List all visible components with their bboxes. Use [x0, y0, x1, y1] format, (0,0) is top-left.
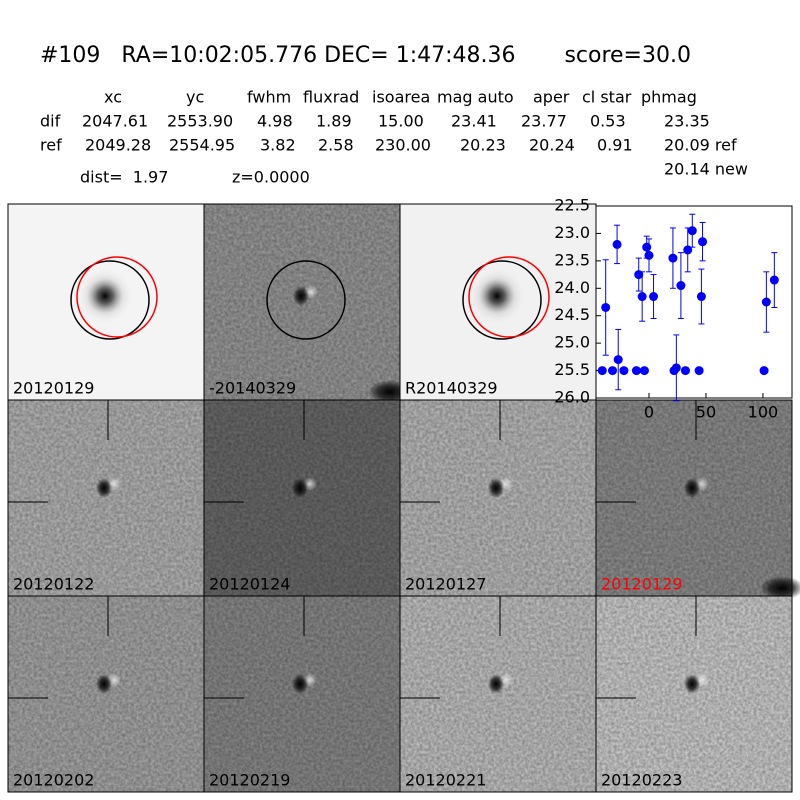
table-cell: 23.35 — [664, 112, 710, 131]
data-point — [698, 237, 708, 247]
panel-label: 20120124 — [209, 575, 290, 594]
table-cell: 2.58 — [318, 136, 354, 155]
data-point — [639, 366, 649, 376]
column-header: yc — [186, 88, 204, 107]
image-panel: R20140329 — [399, 203, 597, 401]
data-point — [642, 242, 652, 252]
panel-label: 20120129 — [601, 575, 682, 594]
image-panel: -20140329 — [203, 203, 412, 404]
panel-label: 20120127 — [405, 575, 486, 594]
data-point — [676, 281, 686, 291]
data-point — [608, 366, 618, 376]
data-point — [694, 366, 704, 376]
y-tick-label: 23.5 — [554, 250, 590, 269]
data-point — [612, 239, 622, 249]
panel-label: 20120219 — [209, 771, 290, 790]
data-point — [759, 366, 769, 376]
table-cell: 1.89 — [316, 112, 352, 131]
column-header: xc — [104, 88, 122, 107]
column-header: aper — [533, 88, 570, 107]
y-tick-label: 26.0 — [554, 388, 590, 407]
y-tick-label: 25.0 — [554, 333, 590, 352]
column-header: fluxrad — [303, 88, 359, 107]
panel-label: 20120221 — [405, 771, 486, 790]
panels: 20120129 -20140329 R20140329 20120122 201201… — [7, 203, 800, 793]
table-cell: 230.00 — [375, 136, 431, 155]
table-cell: 3.82 — [260, 136, 296, 155]
data-point — [644, 250, 654, 260]
image-panel: 20120124 — [203, 399, 401, 597]
panel-label: 20120223 — [601, 771, 682, 790]
x-tick-label: 100 — [748, 403, 779, 422]
x-tick-label: 50 — [696, 403, 716, 422]
table-cell: 4.98 — [257, 112, 293, 131]
data-point — [680, 366, 690, 376]
data-point — [637, 292, 647, 302]
row-label: dif — [40, 112, 61, 131]
table-cell: 2553.90 — [167, 112, 233, 131]
panel-label: -20140329 — [209, 379, 296, 398]
plot-area — [595, 205, 793, 399]
redshift: z=0.0000 — [232, 168, 310, 187]
data-point — [761, 297, 771, 307]
table-cell: 23.41 — [451, 112, 497, 131]
y-tick-label: 24.5 — [554, 305, 590, 324]
data-point — [631, 366, 641, 376]
image-panel: 20120129 — [7, 203, 205, 401]
data-point — [668, 253, 678, 263]
y-tick-label: 22.5 — [554, 196, 590, 215]
column-header: isoarea — [372, 88, 430, 107]
column-header: cl star — [582, 88, 632, 107]
image-panel: 20120223 — [595, 595, 793, 793]
row-label: ref — [40, 136, 62, 155]
y-tick-label: 24.0 — [554, 278, 590, 297]
image-panel: 20120127 — [399, 399, 597, 597]
table-cell: 2047.61 — [82, 112, 148, 131]
image-panel: 20120129 — [595, 399, 800, 600]
light-curve: 22.5 23.0 23.5 24.0 24.5 25.0 25.5 26.0 0 50 100 — [554, 196, 793, 422]
y-tick-label: 25.5 — [554, 360, 590, 379]
table-cell: 15.00 — [378, 112, 424, 131]
image-panel: 20120202 — [7, 595, 205, 793]
x-tick-label: 0 — [644, 403, 654, 422]
table-cell: 2554.95 — [169, 136, 235, 155]
data-point — [687, 226, 697, 236]
column-header: mag auto — [437, 88, 514, 107]
data-point — [601, 302, 611, 312]
data-point — [769, 275, 779, 285]
data-point — [597, 366, 607, 376]
image-panel: 20120122 — [7, 399, 205, 597]
header-title: #109 RA=10:02:05.776 DEC= 1:47:48.36 sco… — [40, 43, 691, 68]
image-panel: 20120221 — [399, 595, 597, 793]
data-point — [649, 292, 659, 302]
data-point — [696, 292, 706, 302]
image-panel: 20120219 — [203, 595, 401, 793]
table-note: 20.14 new — [664, 160, 748, 179]
table-cell: 20.09 ref — [664, 136, 737, 155]
data-point — [619, 366, 629, 376]
y-tick-label: 23.0 — [554, 223, 590, 242]
table-cell: 20.24 — [529, 136, 575, 155]
table-cell: 23.77 — [521, 112, 567, 131]
table-cell: 2049.28 — [85, 136, 151, 155]
dist: dist= 1.97 — [80, 168, 168, 187]
data-point — [613, 355, 623, 365]
column-header: fwhm — [247, 88, 291, 107]
data-point — [671, 363, 681, 373]
panel-label: 20120129 — [13, 379, 94, 398]
column-header: phmag — [641, 88, 697, 107]
table-cell: 0.91 — [597, 136, 633, 155]
panel-label: R20140329 — [405, 379, 498, 398]
table-cell: 20.23 — [460, 136, 506, 155]
panel-label: 20120202 — [13, 771, 94, 790]
table-cell: 0.53 — [590, 112, 626, 131]
panel-label: 20120122 — [13, 575, 94, 594]
